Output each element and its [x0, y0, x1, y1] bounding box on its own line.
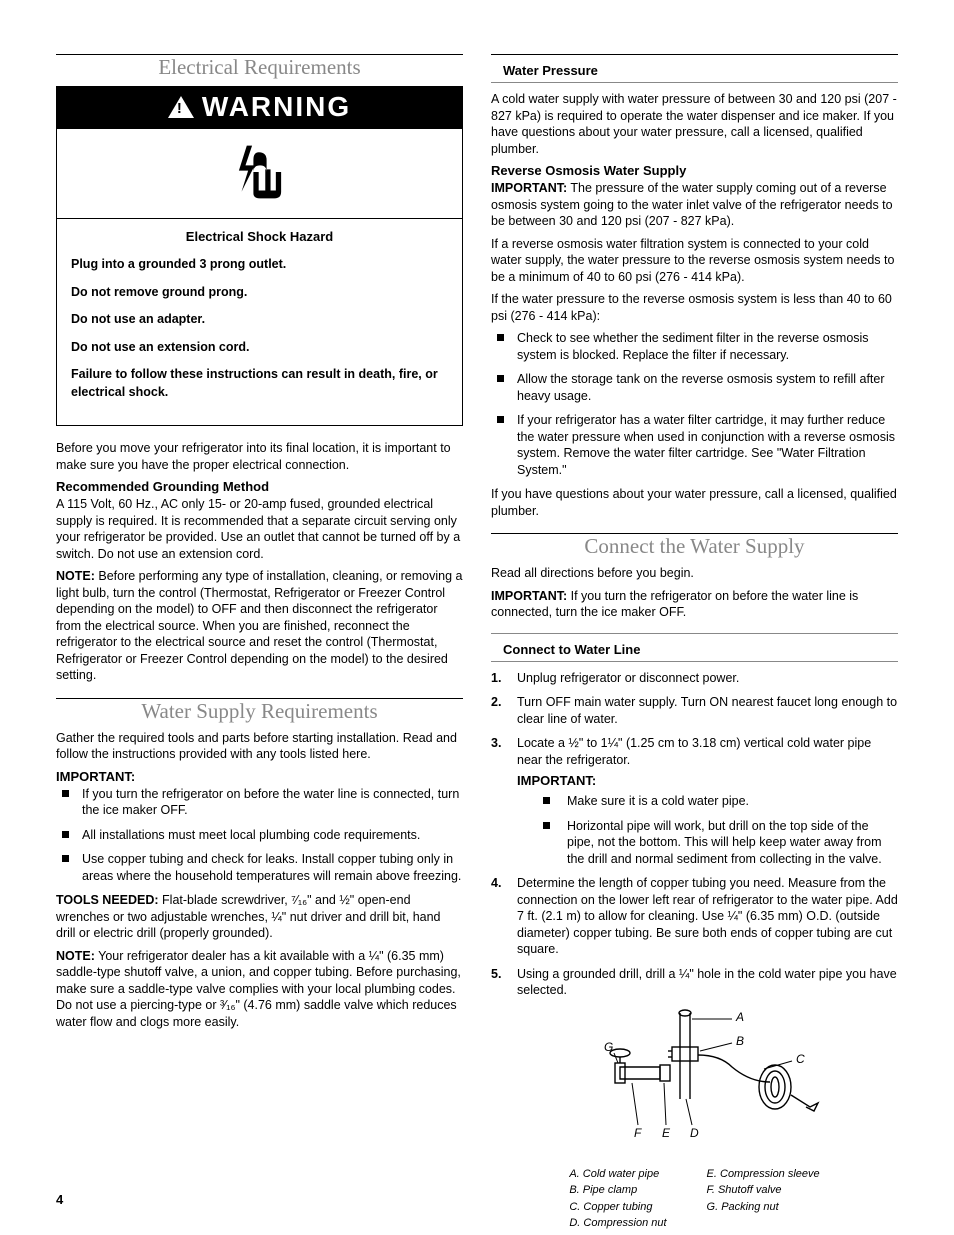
page-number: 4 [56, 1192, 63, 1207]
rule [491, 633, 898, 634]
note-body: Before performing any type of installati… [56, 569, 462, 682]
step-item: Using a grounded drill, drill a ¼" hole … [491, 966, 898, 999]
diagram-legend: A. Cold water pipe B. Pipe clamp C. Copp… [491, 1166, 898, 1232]
legend-col-right: E. Compression sleeve F. Shutoff valve G… [707, 1166, 820, 1232]
diagram-label-b: B [736, 1034, 744, 1048]
important-label: IMPORTANT: [517, 772, 898, 789]
hazard-title: Electrical Shock Hazard [71, 229, 448, 244]
connect-waterline-subhead: Connect to Water Line [503, 642, 886, 657]
hazard-line: Do not use an adapter. [71, 311, 448, 329]
hazard-line: Do not use an extension cord. [71, 339, 448, 357]
list-item: If you turn the refrigerator on before t… [56, 786, 463, 819]
electrical-requirements-title: Electrical Requirements [56, 55, 463, 80]
electrical-shock-icon [227, 192, 293, 209]
important-label: IMPORTANT: [491, 181, 567, 195]
left-column: Electrical Requirements WARNING Electric… [56, 54, 463, 1232]
water-pressure-subhead: Water Pressure [503, 63, 886, 78]
ro-p2: If a reverse osmosis water filtration sy… [491, 236, 898, 286]
ro-p3: If the water pressure to the reverse osm… [491, 291, 898, 324]
step3-bullets: Make sure it is a cold water pipe. Horiz… [541, 793, 898, 867]
list-item: Horizontal pipe will work, but drill on … [541, 818, 898, 868]
warning-icon-area [57, 129, 462, 218]
page-content: Electrical Requirements WARNING Electric… [56, 54, 898, 1232]
connect-water-title: Connect the Water Supply [491, 534, 898, 559]
legend-col-left: A. Cold water pipe B. Pipe clamp C. Copp… [569, 1166, 666, 1232]
list-item: Use copper tubing and check for leaks. I… [56, 851, 463, 884]
water-connection-diagram: A B C G F E D A. Cold [491, 1007, 898, 1232]
warning-header: WARNING [57, 87, 462, 129]
list-item: Check to see whether the sediment filter… [491, 330, 898, 363]
important-label: IMPORTANT: [491, 589, 567, 603]
diagram-label-f: F [634, 1126, 642, 1140]
list-item: If your refrigerator has a water filter … [491, 412, 898, 478]
legend-item: G. Packing nut [707, 1199, 820, 1216]
legend-item: D. Compression nut [569, 1215, 666, 1232]
diagram-label-a: A [735, 1010, 744, 1024]
hazard-line: Failure to follow these instructions can… [71, 366, 448, 401]
tools-needed: TOOLS NEEDED: Flat-blade screwdriver, ⁷⁄… [56, 892, 463, 942]
connect-important: IMPORTANT: If you turn the refrigerator … [491, 588, 898, 621]
water-supply-title: Water Supply Requirements [56, 699, 463, 724]
diagram-label-d: D [690, 1126, 699, 1140]
connect-steps: Unplug refrigerator or disconnect power.… [491, 670, 898, 999]
water-bullet-list: If you turn the refrigerator on before t… [56, 786, 463, 885]
ro-important: IMPORTANT: The pressure of the water sup… [491, 180, 898, 230]
hazard-line: Do not remove ground prong. [71, 284, 448, 302]
step-item: Locate a ½" to 1¼" (1.25 cm to 3.18 cm) … [491, 735, 898, 867]
hazard-line: Plug into a grounded 3 prong outlet. [71, 256, 448, 274]
wp-body: A cold water supply with water pressure … [491, 91, 898, 157]
note-label: NOTE: [56, 949, 95, 963]
step3-text: Locate a ½" to 1¼" (1.25 cm to 3.18 cm) … [517, 736, 871, 767]
warning-triangle-icon [168, 96, 194, 118]
legend-item: A. Cold water pipe [569, 1166, 666, 1183]
diagram-label-e: E [662, 1126, 671, 1140]
rule [491, 54, 898, 55]
list-item: Make sure it is a cold water pipe. [541, 793, 898, 810]
list-item: All installations must meet local plumbi… [56, 827, 463, 844]
ro-bullet-list: Check to see whether the sediment filter… [491, 330, 898, 478]
note-label: NOTE: [56, 569, 95, 583]
ro-subhead: Reverse Osmosis Water Supply [491, 163, 898, 178]
ro-outro: If you have questions about your water p… [491, 486, 898, 519]
water-intro: Gather the required tools and parts befo… [56, 730, 463, 763]
legend-item: B. Pipe clamp [569, 1182, 666, 1199]
diagram-label-g: G [604, 1040, 613, 1054]
warning-label: WARNING [202, 91, 351, 123]
warning-box: WARNING Electrical Shock Hazard Plug int… [56, 86, 463, 426]
rule [491, 661, 898, 662]
step-item: Determine the length of copper tubing yo… [491, 875, 898, 958]
tools-label: TOOLS NEEDED: [56, 893, 159, 907]
right-column: Water Pressure A cold water supply with … [491, 54, 898, 1232]
grounding-subhead: Recommended Grounding Method [56, 479, 463, 494]
rule [491, 82, 898, 83]
electrical-intro: Before you move your refrigerator into i… [56, 440, 463, 473]
step-item: Unplug refrigerator or disconnect power. [491, 670, 898, 687]
diagram-label-c: C [796, 1052, 805, 1066]
legend-item: E. Compression sleeve [707, 1166, 820, 1183]
list-item: Allow the storage tank on the reverse os… [491, 371, 898, 404]
legend-item: F. Shutoff valve [707, 1182, 820, 1199]
note-1: NOTE: Before performing any type of inst… [56, 568, 463, 684]
important-label: IMPORTANT: [56, 769, 463, 784]
note2-body: Your refrigerator dealer has a kit avail… [56, 949, 461, 1029]
warning-body: Electrical Shock Hazard Plug into a grou… [57, 218, 462, 425]
connect-intro: Read all directions before you begin. [491, 565, 898, 582]
grounding-body: A 115 Volt, 60 Hz., AC only 15- or 20-am… [56, 496, 463, 562]
step-item: Turn OFF main water supply. Turn ON near… [491, 694, 898, 727]
note-2: NOTE: Your refrigerator dealer has a kit… [56, 948, 463, 1031]
legend-item: C. Copper tubing [569, 1199, 666, 1216]
